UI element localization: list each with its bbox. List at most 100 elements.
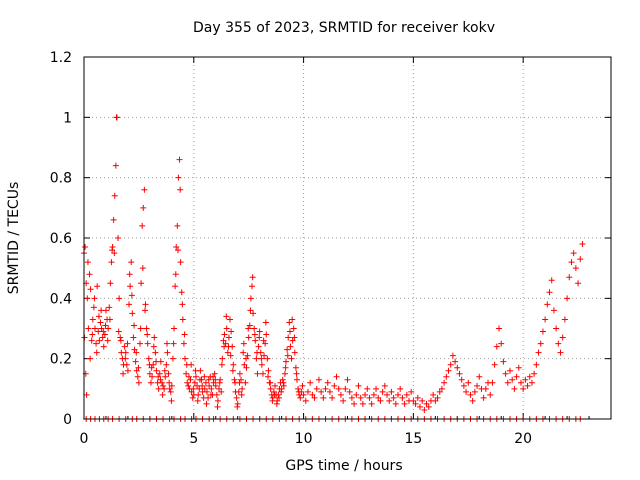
data-point <box>96 337 103 344</box>
data-point <box>241 361 248 368</box>
data-point <box>218 388 225 395</box>
data-point <box>243 355 250 362</box>
data-point <box>138 280 145 287</box>
data-point <box>447 361 454 368</box>
data-point <box>216 385 223 392</box>
data-point <box>517 379 524 386</box>
data-point <box>160 382 167 389</box>
data-point <box>279 376 286 383</box>
data-point <box>233 394 240 401</box>
data-point <box>212 376 219 383</box>
data-point <box>106 316 113 323</box>
data-point <box>177 259 184 266</box>
data-point <box>223 313 230 320</box>
axis-labels: 0 5 10 15 20 0 0.2 0.4 0.6 0.8 1 1.2 <box>50 50 532 447</box>
data-point <box>185 373 192 380</box>
data-point <box>155 373 162 380</box>
data-point <box>463 388 470 395</box>
data-point <box>110 216 117 223</box>
data-point <box>216 379 223 386</box>
data-point <box>148 364 155 371</box>
data-point <box>128 259 135 266</box>
data-point <box>218 361 225 368</box>
data-point <box>370 391 377 398</box>
data-point <box>147 379 154 386</box>
data-point <box>130 334 137 341</box>
data-point <box>172 283 179 290</box>
data-point <box>129 310 136 317</box>
data-point <box>271 391 278 398</box>
data-point <box>297 394 304 401</box>
data-point <box>542 316 549 323</box>
data-point <box>137 325 144 332</box>
data-point <box>115 328 122 335</box>
data-point <box>346 388 353 395</box>
data-point <box>219 355 226 362</box>
data-point <box>528 379 535 386</box>
data-point <box>124 340 131 347</box>
data-point <box>236 379 243 386</box>
data-point <box>127 283 134 290</box>
data-point <box>102 322 109 329</box>
data-point <box>91 325 98 332</box>
data-point <box>168 397 175 404</box>
data-point <box>491 361 498 368</box>
data-point <box>146 361 153 368</box>
data-point <box>89 331 96 338</box>
data-point <box>85 325 92 332</box>
data-point <box>315 376 322 383</box>
data-point <box>188 388 195 395</box>
data-point <box>272 382 279 389</box>
data-point <box>249 274 256 281</box>
data-point <box>348 394 355 401</box>
data-point <box>293 370 300 377</box>
data-point <box>577 256 584 263</box>
data-point <box>191 379 198 386</box>
data-point <box>293 376 300 383</box>
plot-frame <box>83 56 612 420</box>
data-point <box>441 379 448 386</box>
data-point <box>194 382 201 389</box>
data-point <box>544 301 551 308</box>
data-point <box>299 382 306 389</box>
data-point <box>324 379 331 386</box>
data-point <box>291 334 298 341</box>
data-point <box>388 388 395 395</box>
data-point <box>331 382 338 389</box>
data-point <box>90 304 97 311</box>
data-point <box>476 373 483 380</box>
data-point <box>161 367 168 374</box>
data-point <box>564 295 571 302</box>
data-point <box>524 382 531 389</box>
data-point <box>116 295 123 302</box>
data-point <box>559 334 566 341</box>
data-point <box>509 376 516 383</box>
data-point <box>134 373 141 380</box>
data-point <box>373 385 380 392</box>
data-point <box>261 352 268 359</box>
data-point <box>144 340 151 347</box>
data-point <box>243 364 250 371</box>
data-point <box>246 322 253 329</box>
data-point <box>235 388 242 395</box>
data-point <box>289 316 296 323</box>
data-point <box>174 247 181 254</box>
data-point <box>202 379 209 386</box>
data-point <box>304 388 311 395</box>
data-point <box>434 394 441 401</box>
data-point <box>375 394 382 401</box>
data-point <box>234 403 241 410</box>
data-point <box>223 325 230 332</box>
data-point <box>480 394 487 401</box>
data-point <box>141 186 148 193</box>
data-point <box>531 370 538 377</box>
data-point <box>311 394 318 401</box>
data-point <box>366 394 373 401</box>
data-point <box>379 388 386 395</box>
data-point <box>164 340 171 347</box>
data-point <box>359 400 366 407</box>
data-point <box>295 385 302 392</box>
data-point <box>104 337 111 344</box>
data-point <box>201 385 208 392</box>
